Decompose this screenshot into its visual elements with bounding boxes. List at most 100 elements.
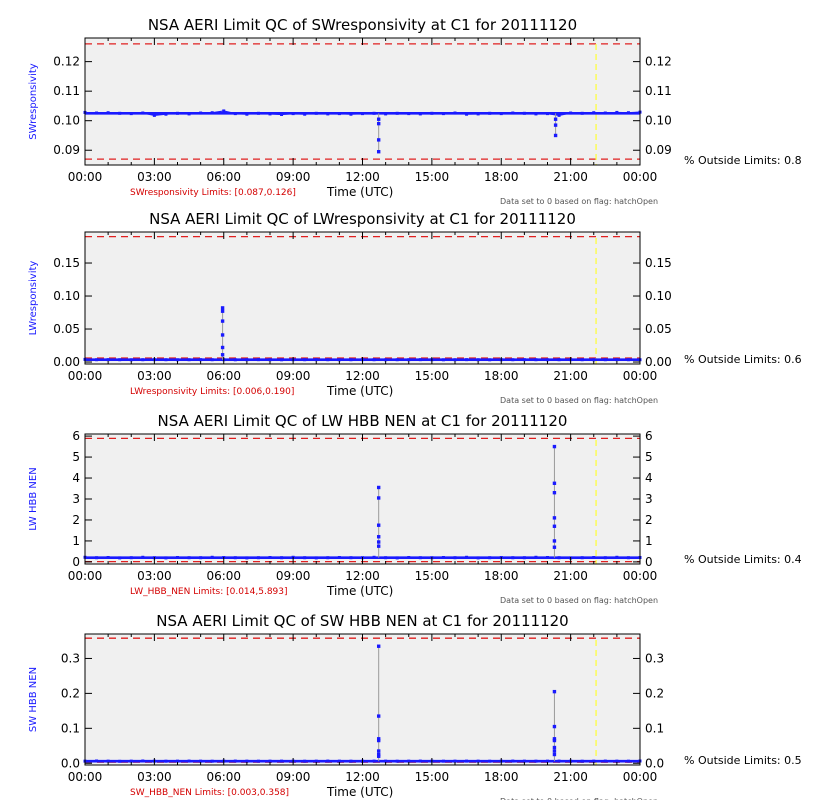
data-point — [384, 112, 388, 116]
spike-point — [220, 306, 225, 310]
data-point — [176, 358, 179, 362]
data-point — [557, 759, 561, 763]
x-tick-label: 21:00 — [553, 569, 588, 583]
data-point — [592, 556, 596, 559]
data-point — [256, 358, 260, 362]
data-point — [314, 111, 318, 115]
plot-background — [85, 38, 640, 165]
y-tick-label-right: 0 — [645, 555, 653, 569]
x-tick-label: 12:00 — [345, 369, 380, 383]
data-point — [476, 358, 480, 362]
data-point — [441, 556, 445, 559]
x-tick-label: 03:00 — [137, 369, 172, 383]
y-tick-label-right: 0.00 — [645, 355, 672, 369]
spike-point — [376, 738, 381, 743]
x-tick-label: 00:00 — [68, 770, 103, 784]
data-point — [592, 358, 596, 362]
hatch-note: Data set to 0 based on flag: hatchOpen — [500, 596, 658, 605]
x-tick-label: 09:00 — [276, 170, 311, 184]
data-point — [118, 358, 122, 362]
x-tick-label: 15:00 — [415, 569, 450, 583]
limits-text: SW_HBB_NEN Limits: [0.003,0.358] — [130, 788, 289, 798]
data-point — [407, 358, 411, 362]
y-tick-label-right: 0.0 — [645, 756, 664, 770]
y-tick-label-left: 0.1 — [61, 721, 80, 735]
data-point — [488, 759, 492, 763]
data-point — [430, 111, 434, 115]
data-point — [511, 556, 515, 560]
data-point — [95, 111, 99, 115]
y-tick-label-right: 0.12 — [645, 55, 672, 69]
data-point — [534, 555, 538, 559]
data-point — [372, 555, 376, 559]
data-point — [337, 112, 341, 116]
data-point — [465, 759, 469, 763]
data-point — [557, 556, 561, 560]
plot-background — [85, 232, 640, 364]
data-point — [187, 759, 191, 763]
data-point — [557, 113, 561, 117]
data-point — [199, 111, 203, 115]
data-point — [268, 556, 272, 559]
data-point — [118, 759, 122, 763]
x-tick-label: 00:00 — [623, 569, 658, 583]
x-axis-label: Time (UTC) — [326, 785, 393, 799]
x-axis-label: Time (UTC) — [326, 384, 393, 398]
data-point — [534, 759, 538, 763]
spike-point — [552, 738, 557, 743]
y-tick-label-left: 0.2 — [61, 686, 80, 700]
outside-limits-text: % Outside Limits: 0.4 — [684, 553, 802, 566]
y-tick-label-right: 0.11 — [645, 84, 672, 98]
data-point — [511, 358, 515, 362]
data-point — [418, 759, 422, 763]
data-point — [476, 556, 480, 560]
hatch-note: Data set to 0 based on flag: hatchOpen — [500, 797, 658, 800]
data-point — [176, 556, 179, 559]
x-tick-label: 09:00 — [276, 569, 311, 583]
data-point — [407, 112, 411, 116]
y-tick-label-right: 0.15 — [645, 256, 672, 270]
limits-text: SWresponsivity Limits: [0.087,0.126] — [130, 188, 296, 198]
spike-point — [376, 737, 381, 741]
data-point — [256, 759, 260, 763]
spike-point — [376, 714, 381, 718]
data-point — [280, 556, 284, 560]
x-tick-label: 00:00 — [68, 369, 103, 383]
data-point — [129, 759, 133, 763]
data-point — [441, 759, 445, 763]
data-point — [152, 113, 156, 117]
data-point — [395, 111, 399, 115]
data-point — [603, 111, 607, 115]
spike-point — [376, 540, 381, 544]
y-tick-label-right: 0.05 — [645, 322, 672, 336]
data-point — [465, 112, 469, 116]
data-point — [280, 112, 284, 116]
spike-point — [376, 117, 381, 121]
data-point — [534, 358, 538, 362]
data-point — [176, 111, 179, 115]
data-point — [95, 358, 99, 362]
spike-point — [552, 516, 557, 520]
data-point — [465, 358, 469, 362]
spike-point — [376, 752, 381, 757]
data-point — [349, 358, 353, 362]
data-point — [129, 112, 133, 116]
spike-point — [552, 481, 557, 485]
spike-point — [376, 150, 381, 154]
data-point — [546, 759, 549, 763]
data-point — [592, 759, 596, 763]
data-point — [268, 112, 272, 116]
data-point — [326, 556, 330, 560]
data-point — [615, 110, 619, 114]
data-point — [511, 759, 515, 763]
data-point — [95, 759, 99, 763]
data-point — [129, 358, 133, 362]
data-point — [488, 358, 492, 362]
data-point — [291, 112, 295, 116]
y-tick-label-left: 0 — [72, 555, 80, 569]
data-point — [615, 759, 619, 763]
y-tick-label-right: 0.10 — [645, 114, 672, 128]
data-point — [534, 112, 538, 116]
y-tick-label-right: 1 — [645, 534, 653, 548]
data-point — [453, 556, 457, 560]
